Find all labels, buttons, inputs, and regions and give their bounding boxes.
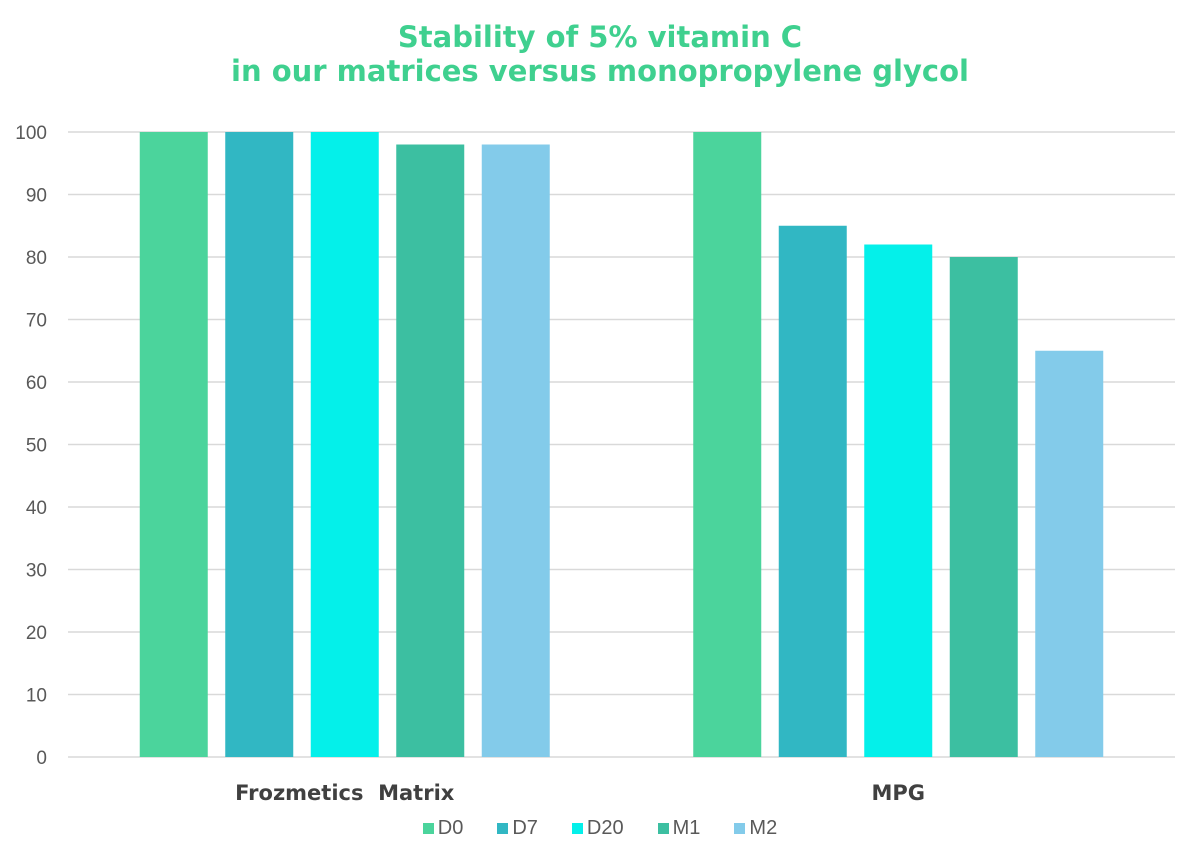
y-tick-label: 60 xyxy=(26,373,47,394)
chart-title-line-1: Stability of 5% vitamin C xyxy=(397,20,803,54)
bar-m1-1 xyxy=(949,257,1018,757)
y-tick-label: 30 xyxy=(26,561,47,582)
legend-swatch xyxy=(571,823,583,834)
chart-title: Stability of 5% vitamin C in our matrice… xyxy=(0,20,1200,88)
bar-d20-1 xyxy=(864,244,933,757)
y-tick-label: 70 xyxy=(26,311,47,332)
bar-d20-0 xyxy=(310,132,379,757)
bar-d0-1 xyxy=(693,132,762,757)
legend-item-m1: M1 xyxy=(657,817,701,840)
y-tick-label: 50 xyxy=(26,436,47,457)
legend: D0 D7 D20 M1 M2 xyxy=(0,817,1200,840)
legend-item-m2: M2 xyxy=(734,817,777,840)
y-tick-label: 10 xyxy=(26,686,47,707)
y-tick-label: 0 xyxy=(36,748,47,769)
x-category-label: Frozmetics Matrix xyxy=(235,781,455,805)
bar-m2-1 xyxy=(1035,350,1104,757)
y-tick-label: 20 xyxy=(26,623,47,644)
legend-swatch xyxy=(497,823,509,834)
bar-d0-0 xyxy=(139,132,208,757)
legend-item-d0: D0 xyxy=(422,817,464,840)
x-category-label: MPG xyxy=(871,781,925,805)
bar-m2-0 xyxy=(481,144,550,757)
legend-label: D0 xyxy=(437,817,464,839)
bar-m1-0 xyxy=(396,144,465,757)
chart-title-line-2: in our matrices versus monopropylene gly… xyxy=(231,54,969,88)
legend-item-d20: D20 xyxy=(571,817,624,840)
legend-swatch xyxy=(734,823,746,834)
bar-d7-1 xyxy=(778,225,847,757)
legend-swatch xyxy=(422,823,434,834)
legend-label: M2 xyxy=(749,817,778,839)
legend-item-d7: D7 xyxy=(497,817,538,840)
y-tick-label: 100 xyxy=(15,123,47,144)
y-tick-label: 80 xyxy=(26,248,47,269)
bar-d7-0 xyxy=(225,132,294,757)
legend-label: M1 xyxy=(672,817,701,839)
y-tick-label: 90 xyxy=(26,186,47,207)
legend-label: D20 xyxy=(586,817,624,839)
legend-label: D7 xyxy=(512,817,538,839)
y-tick-label: 40 xyxy=(26,498,47,519)
legend-swatch xyxy=(657,823,669,834)
